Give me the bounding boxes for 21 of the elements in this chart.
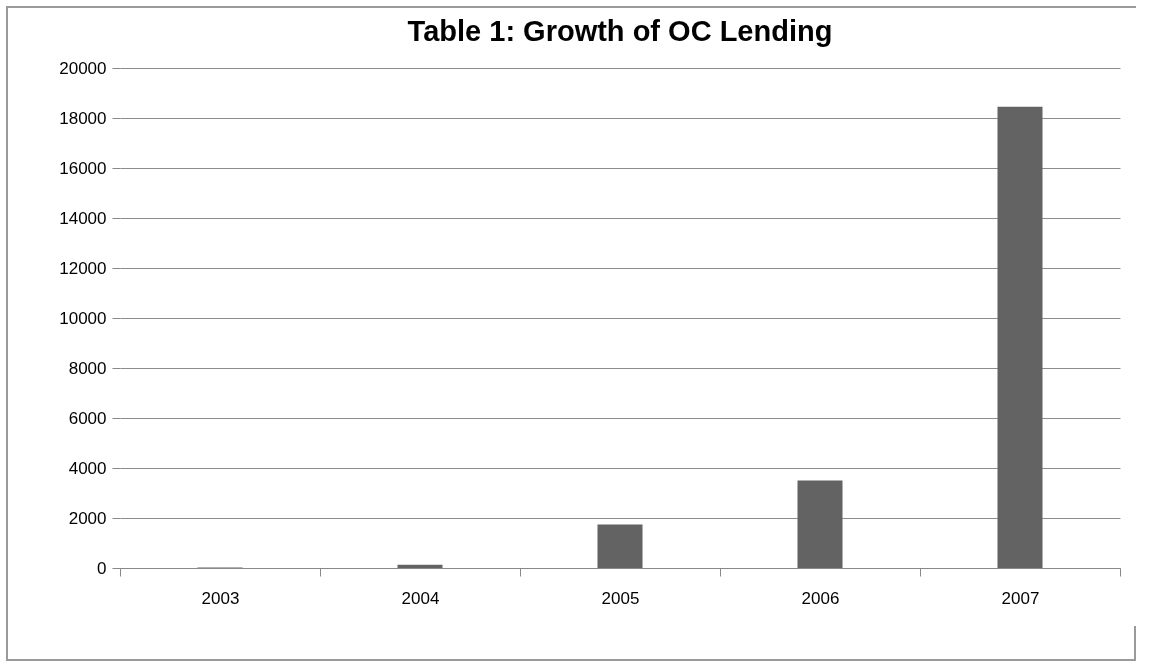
bar [597,524,643,568]
x-tick-label: 2004 [401,588,440,608]
y-tick-label: 12000 [59,258,107,278]
y-tick-label: 8000 [68,358,107,378]
y-tick-label: 10000 [59,308,107,328]
bar [997,106,1043,568]
y-tick-label: 16000 [59,158,107,178]
y-tick-label: 14000 [59,208,107,228]
y-tick-label: 6000 [68,408,107,428]
y-tick-label: 18000 [59,108,107,128]
y-tick-label: 4000 [68,458,107,478]
chart-title: Table 1: Growth of OC Lending [407,15,833,47]
x-tick-label: 2003 [201,588,240,608]
y-tick-label: 0 [97,558,107,578]
bar [397,564,443,568]
bar [797,480,843,568]
x-tick-label: 2006 [801,588,840,608]
y-tick-label: 20000 [59,58,107,78]
x-tick-label: 2005 [601,588,640,608]
y-tick-label: 2000 [68,508,107,528]
x-tick-label: 2007 [1001,588,1040,608]
